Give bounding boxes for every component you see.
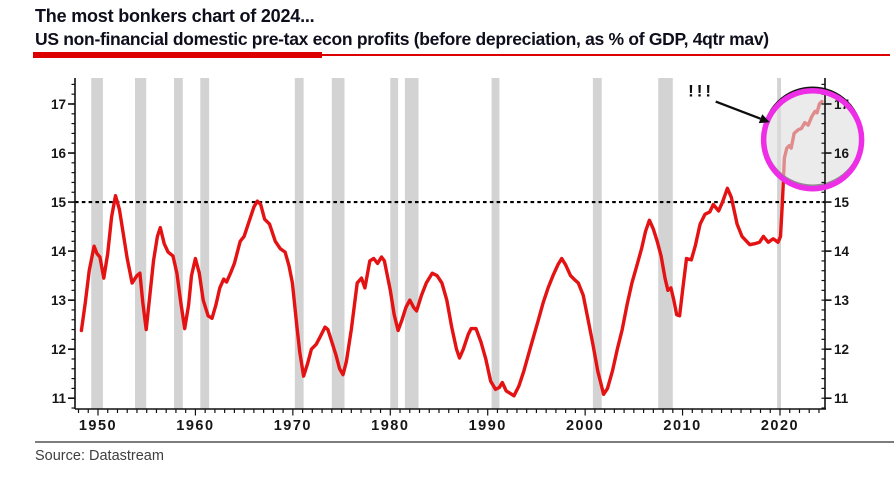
y-tick-label-left: 17 [51,97,66,112]
highlight-circle [760,88,865,192]
x-tick-label: 1950 [79,418,117,434]
x-tick-label: 2000 [566,418,604,434]
page-subtitle: US non-financial domestic pre-tax econ p… [35,29,769,49]
recession-band [491,78,500,409]
recession-band [331,78,345,409]
arrow-head-icon [758,114,770,124]
annotation: !!! [688,81,770,124]
recession-band [200,78,210,409]
y-tick-label-right: 13 [834,293,850,308]
recession-band [592,78,602,409]
recession-band [174,78,183,409]
y-tick-label-left: 14 [51,244,67,259]
page-title: The most bonkers chart of 2024... [35,6,315,26]
arrow-shaft [715,100,761,120]
y-tick-label-left: 16 [51,146,67,161]
title-underline-thick [33,52,322,58]
x-tick-label: 2010 [663,418,701,434]
y-tick-label-left: 11 [52,391,67,406]
y-tick-label-right: 11 [834,391,849,406]
x-tick-label: 1980 [371,418,409,434]
x-tick-label: 1990 [469,418,507,434]
source-label: Source: Datastream [35,448,164,464]
title-underline-thin [322,54,890,56]
highlight-fill [763,90,862,189]
y-tick-label-right: 14 [834,244,850,259]
y-tick-label-left: 13 [51,293,67,308]
recession-band [135,78,147,409]
x-tick-label: 1960 [176,418,214,434]
y-tick-label-right: 15 [834,195,850,210]
y-tick-label-left: 12 [51,342,66,357]
x-tick-label: 1970 [274,418,312,434]
recession-band [91,78,103,409]
axes [68,78,832,416]
x-axis-labels: 1950 1960 1970 1980 1990 2000 2010 2020 [79,418,799,434]
recession-band [658,78,673,409]
recession-band [390,78,399,409]
title-underline [0,52,894,62]
y-tick-label-left: 15 [51,195,67,210]
exclamation-label: !!! [688,81,714,100]
recession-bands [91,78,781,409]
recession-band [404,78,419,409]
y-tick-label-right: 16 [834,146,850,161]
source-divider [35,441,894,443]
y-tick-label-right: 12 [834,342,849,357]
profit-line [79,99,824,398]
x-tick-label: 2020 [761,418,799,434]
recession-band [294,78,304,409]
